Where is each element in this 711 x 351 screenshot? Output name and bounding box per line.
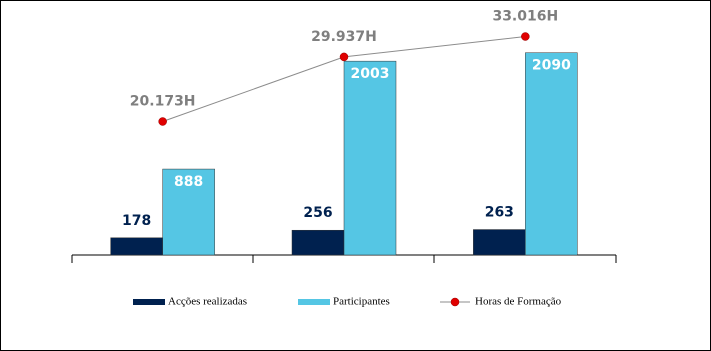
marker (521, 32, 530, 41)
value-label: 263 (485, 205, 514, 221)
value-label: 33.016H (492, 9, 558, 25)
bar (473, 229, 526, 256)
value-label: 888 (174, 174, 203, 190)
value-label: 20.173H (130, 94, 196, 110)
value-label: 2003 (351, 66, 390, 82)
legend-swatch (133, 299, 165, 305)
legend-marker (450, 297, 460, 307)
legend-label: Participantes (333, 296, 390, 308)
bar (343, 60, 397, 256)
legend-swatch (298, 299, 330, 305)
legend-label: Horas de Formação (475, 296, 562, 308)
legend-label: Acções realizadas (168, 296, 247, 308)
marker (158, 117, 167, 126)
bar (110, 237, 163, 256)
bar (525, 52, 578, 256)
value-label: 256 (303, 205, 332, 221)
marker (339, 52, 349, 62)
bar (291, 229, 345, 256)
value-label: 2090 (532, 58, 571, 74)
bar (162, 168, 215, 256)
value-label: 178 (122, 213, 151, 229)
value-label: 29.937H (311, 29, 377, 45)
